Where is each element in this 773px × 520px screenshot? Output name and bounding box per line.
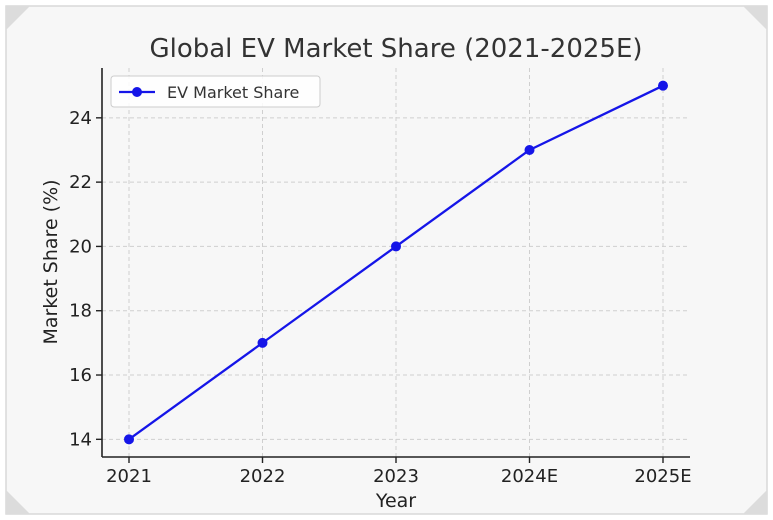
y-tick-label-24: 24 xyxy=(69,108,92,129)
x-tick-label-2022: 2022 xyxy=(240,466,286,487)
grid xyxy=(102,68,690,457)
data-point-2025E xyxy=(658,80,668,91)
legend-box xyxy=(110,75,321,108)
data-point-2021 xyxy=(124,434,134,445)
corner-decoration-top-left xyxy=(6,6,30,30)
corner-decoration-bottom-left xyxy=(6,490,30,514)
data-point-2023 xyxy=(391,241,401,252)
corner-decoration-bottom-right xyxy=(743,490,767,514)
y-tick-label-18: 18 xyxy=(69,301,92,322)
legend-label: EV Market Share xyxy=(167,83,299,102)
y-axis-title: Market Share (%) xyxy=(40,179,62,344)
legend-marker-swatch xyxy=(132,87,142,97)
y-tick-label-14: 14 xyxy=(69,429,92,450)
x-tick-label-2024E: 2024E xyxy=(501,466,558,487)
data-point-2022 xyxy=(257,337,268,348)
y-tick-label-20: 20 xyxy=(69,236,92,257)
series-layer xyxy=(124,80,668,445)
y-tick-label-16: 16 xyxy=(69,365,92,386)
data-point-2024E xyxy=(524,144,535,155)
x-tick-label-2021: 2021 xyxy=(106,466,152,487)
x-axis-title: Year xyxy=(375,490,416,512)
x-tick-label-2023: 2023 xyxy=(373,466,419,487)
chart-title: Global EV Market Share (2021-2025E) xyxy=(149,34,642,64)
corner-decoration-top-right xyxy=(743,6,767,30)
y-tick-label-22: 22 xyxy=(69,172,92,193)
axes xyxy=(96,68,690,463)
x-tick-label-2025E: 2025E xyxy=(634,466,691,487)
legend: EV Market Share xyxy=(110,75,321,108)
